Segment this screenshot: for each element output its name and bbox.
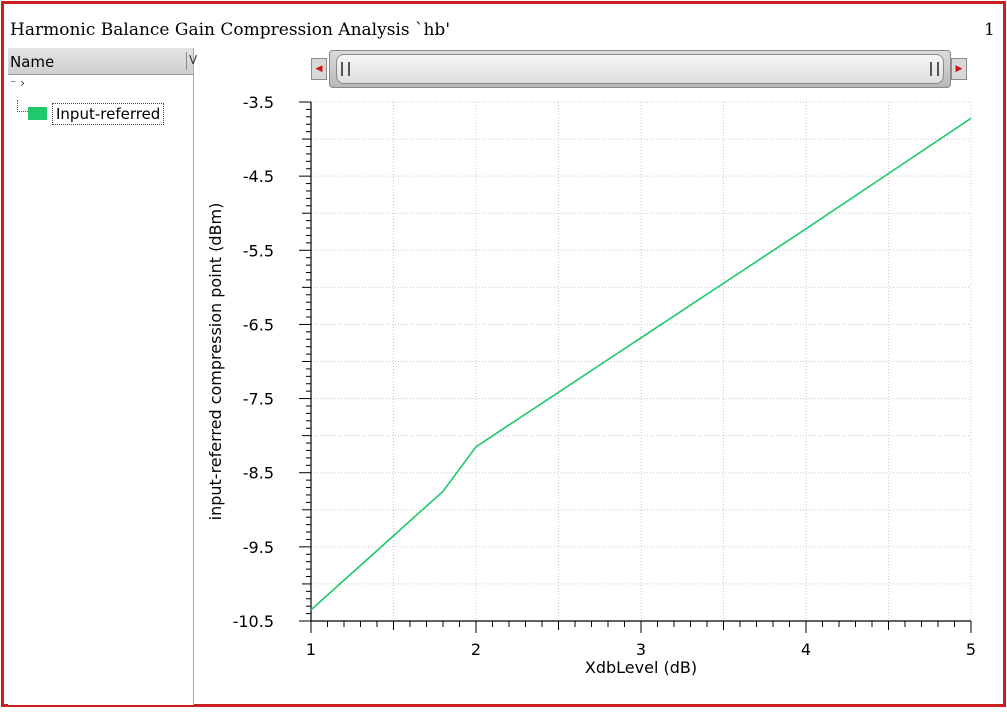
x-tick-label: 4 bbox=[801, 640, 811, 659]
x-tick-label: 1 bbox=[306, 640, 316, 659]
y-tick-label: -7.5 bbox=[243, 390, 274, 409]
y-axis-title: input-referred compression point (dBm) bbox=[206, 203, 225, 521]
tree-connector bbox=[17, 100, 28, 112]
page-number: 1 bbox=[984, 20, 995, 40]
trace-label[interactable]: Input-referred bbox=[52, 103, 165, 125]
scrollbar-grip-right[interactable] bbox=[930, 62, 939, 76]
y-tick-label: -6.5 bbox=[243, 315, 274, 334]
y-tick-label: -10.5 bbox=[233, 612, 274, 631]
column-divider[interactable] bbox=[186, 52, 187, 70]
triangle-right-icon[interactable]: ▶ bbox=[951, 58, 967, 80]
column-header-clipped[interactable]: V bbox=[189, 53, 198, 67]
column-header-name[interactable]: Name bbox=[10, 53, 55, 71]
y-tick-label: -3.5 bbox=[243, 93, 274, 112]
tree-toggle-icon[interactable]: ⁻ › bbox=[10, 76, 25, 90]
y-tick-label: -9.5 bbox=[243, 538, 274, 557]
plot-title: Harmonic Balance Gain Compression Analys… bbox=[10, 20, 450, 40]
y-tick-label: -5.5 bbox=[243, 241, 274, 260]
series-line-input-referred bbox=[310, 117, 972, 611]
y-tick-label: -8.5 bbox=[243, 464, 274, 483]
x-tick-label: 3 bbox=[636, 640, 646, 659]
grid-lines bbox=[310, 101, 972, 622]
trace-list-panel: Name V ⁻ › Input-referred bbox=[8, 48, 197, 705]
compression-chart[interactable]: -3.5 -4.5 -5.5 -6.5 -7.5 -8.5 -9.5 -10.5 1 2 3 4 5 Xd… bbox=[194, 90, 994, 704]
scrollbar-thumb[interactable] bbox=[336, 54, 944, 84]
scrollbar-track[interactable] bbox=[329, 50, 951, 88]
horizontal-scrollbar[interactable]: ◀ ▶ bbox=[311, 48, 967, 88]
axis-labels: -3.5 -4.5 -5.5 -6.5 -7.5 -8.5 -9.5 -10.5 1 2 3 4 5 Xd… bbox=[206, 93, 976, 677]
trace-color-swatch bbox=[28, 107, 47, 120]
y-tick-label: -4.5 bbox=[243, 167, 274, 186]
triangle-left-icon[interactable]: ◀ bbox=[311, 58, 327, 80]
x-axis-title: XdbLevel (dB) bbox=[585, 658, 697, 677]
x-tick-label: 5 bbox=[966, 640, 976, 659]
column-header[interactable]: Name V bbox=[8, 48, 197, 75]
axes bbox=[299, 101, 972, 633]
series-layer bbox=[310, 117, 972, 611]
x-tick-label: 2 bbox=[471, 640, 481, 659]
scrollbar-grip-left[interactable] bbox=[341, 62, 350, 76]
